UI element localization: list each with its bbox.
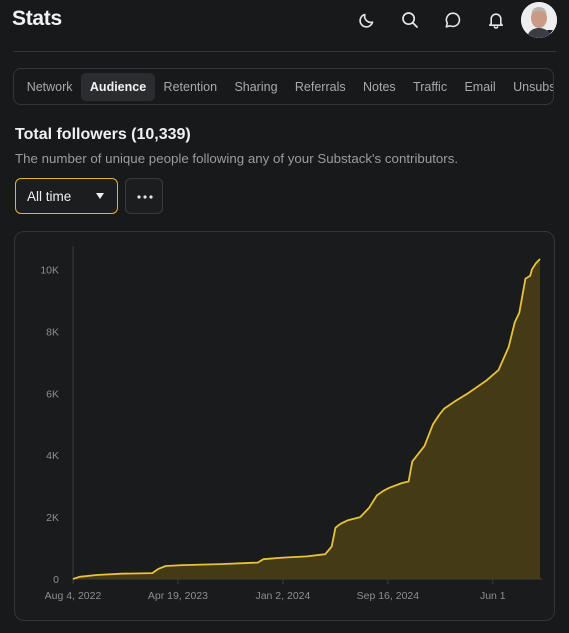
tab-audience[interactable]: Audience (81, 73, 155, 101)
header-divider (13, 51, 556, 52)
followers-chart-card: 0 2K 4K 6K 8K 10K Aug 4, 2022 Apr 19, 2023 Jan 2… (14, 231, 555, 621)
tab-list: Network Audience Retention Sharing Referrals… (18, 73, 553, 101)
search-icon[interactable] (400, 10, 420, 30)
x-tick-label: Jan 2, 2024 (255, 590, 310, 602)
followers-chart: 0 2K 4K 6K 8K 10K Aug 4, 2022 Apr 19, 2023 Jan 2… (40, 246, 542, 602)
y-tick-label: 4K (46, 450, 59, 462)
caret-down-icon (96, 193, 104, 199)
tab-traffic[interactable]: Traffic (413, 80, 448, 94)
period-dropdown-value: All time (27, 189, 72, 204)
x-tick-label: Apr 19, 2023 (148, 590, 208, 602)
y-tick-label: 6K (46, 388, 59, 400)
avatar[interactable] (521, 2, 557, 38)
header-bar: Stats (0, 0, 569, 52)
section-subtitle: The number of unique people following an… (15, 151, 459, 166)
ellipsis-icon (137, 195, 153, 199)
bell-icon[interactable] (486, 10, 506, 30)
tab-retention[interactable]: Retention (163, 80, 218, 94)
followers-area (73, 259, 540, 579)
x-tick-label: Jun 1 (480, 590, 506, 602)
section-title: Total followers (10,339) (15, 126, 191, 143)
y-tick-label: 8K (46, 326, 59, 338)
chat-bubble-icon[interactable] (443, 10, 463, 30)
period-dropdown[interactable]: All time (15, 178, 118, 214)
tab-email[interactable]: Email (464, 80, 496, 94)
tab-referrals[interactable]: Referrals (294, 80, 346, 94)
page-title: Stats (12, 7, 62, 30)
x-tick-label: Aug 4, 2022 (45, 590, 102, 602)
tab-notes[interactable]: Notes (363, 80, 396, 94)
x-tick-label: Sep 16, 2024 (357, 590, 420, 602)
y-tick-label: 2K (46, 512, 59, 524)
y-tick-label: 0 (53, 574, 59, 586)
y-tick-label: 10K (40, 264, 59, 276)
stats-tab-bar: Network Audience Retention Sharing Referrals… (13, 68, 554, 105)
followers-line (72, 258, 541, 580)
tab-unsubscrib[interactable]: Unsubscrib (513, 80, 553, 94)
tab-network[interactable]: Network (26, 80, 73, 94)
more-options-button[interactable] (125, 178, 163, 214)
tab-sharing[interactable]: Sharing (234, 80, 278, 94)
moon-icon[interactable] (357, 10, 377, 30)
